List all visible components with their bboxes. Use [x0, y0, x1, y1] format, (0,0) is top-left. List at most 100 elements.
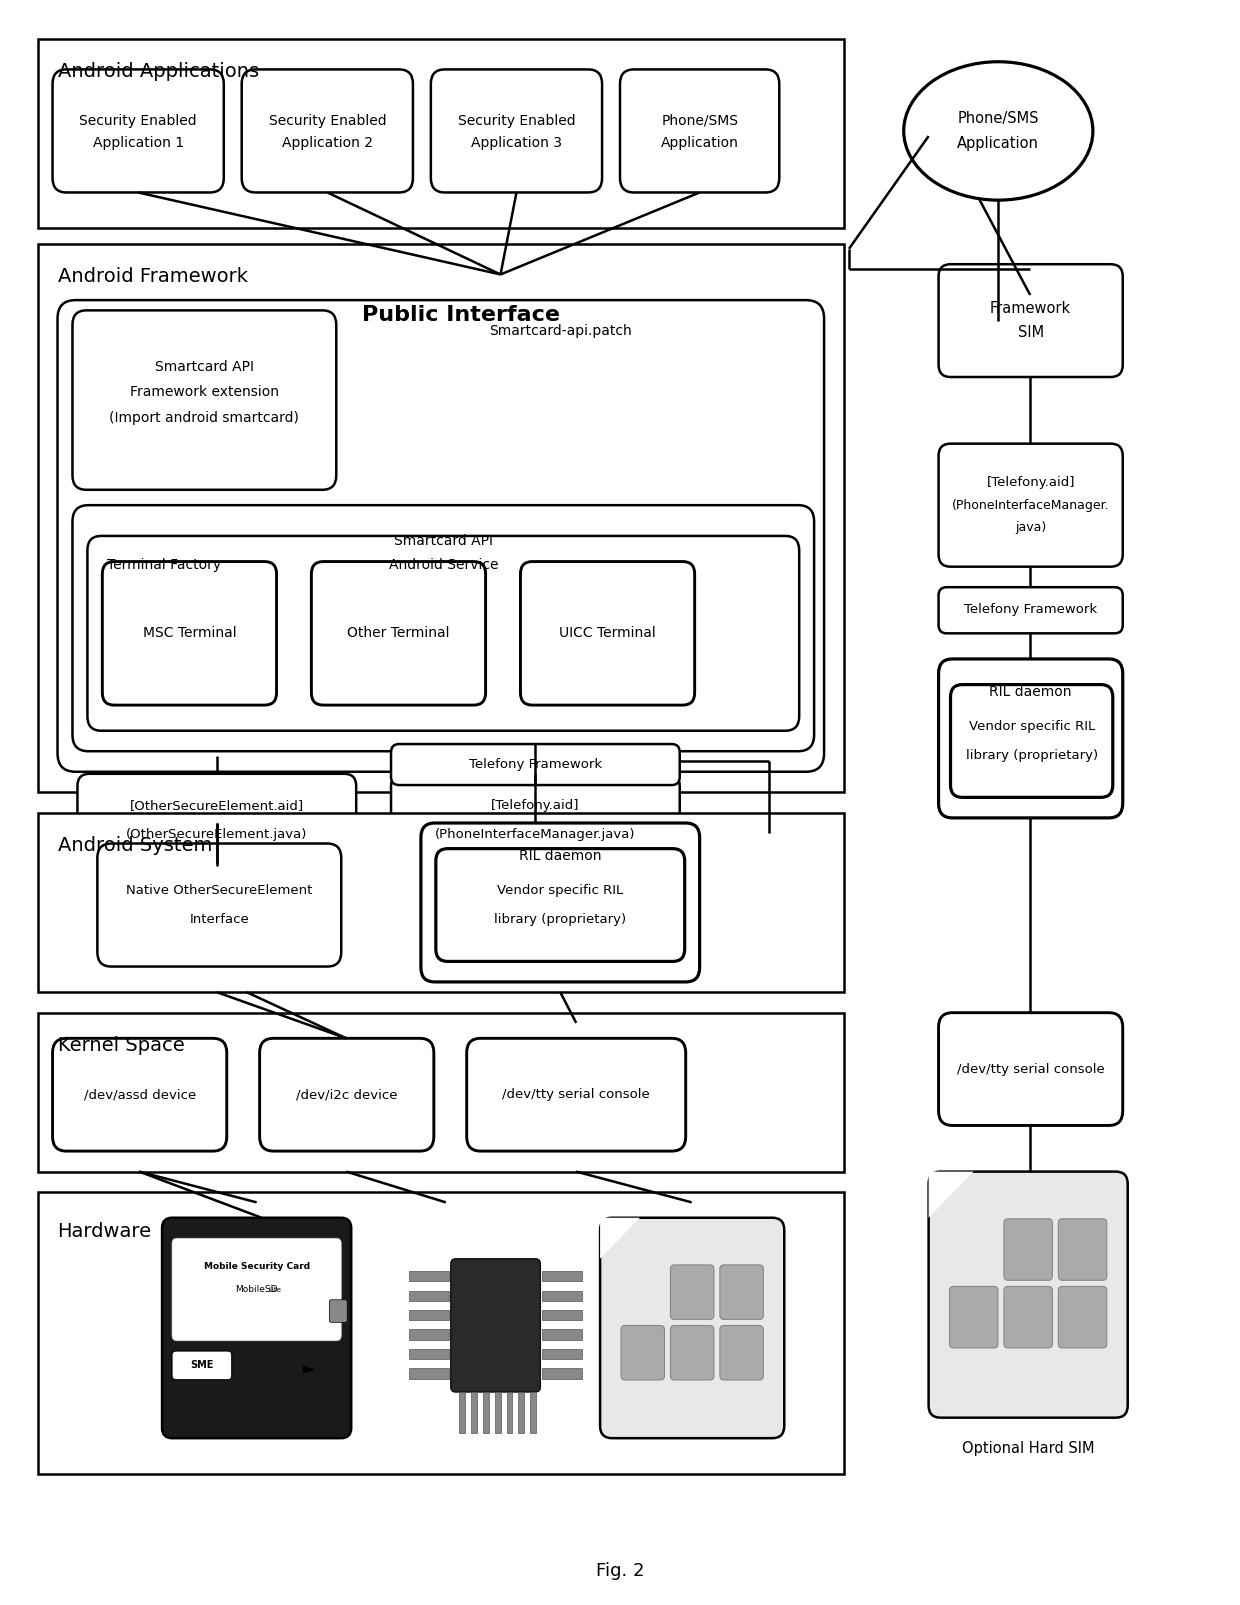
Text: Vendor specific RIL: Vendor specific RIL [497, 884, 624, 897]
Text: Terminal Factory: Terminal Factory [108, 557, 222, 571]
Text: library (proprietary): library (proprietary) [966, 750, 1097, 762]
Text: (PhoneInterfaceManager.: (PhoneInterfaceManager. [952, 499, 1110, 512]
Bar [409, 1348, 449, 1359]
FancyBboxPatch shape [330, 1300, 347, 1323]
Text: Android Framework: Android Framework [57, 266, 248, 286]
Text: Android Service: Android Service [388, 557, 498, 571]
Text: Application 1: Application 1 [93, 136, 184, 151]
Text: Telefony Framework: Telefony Framework [469, 758, 601, 770]
Text: Interface: Interface [190, 913, 249, 926]
FancyBboxPatch shape [521, 562, 694, 705]
Bar [495, 1392, 501, 1433]
FancyBboxPatch shape [671, 1265, 714, 1319]
FancyBboxPatch shape [52, 1038, 227, 1151]
Text: Smartcard API: Smartcard API [155, 360, 254, 374]
Bar [542, 1329, 582, 1340]
FancyBboxPatch shape [98, 844, 341, 966]
Text: Optional Hard SIM: Optional Hard SIM [962, 1441, 1095, 1456]
Bar [459, 1392, 465, 1433]
FancyBboxPatch shape [162, 1218, 351, 1438]
Text: Native OtherSecureElement: Native OtherSecureElement [126, 884, 312, 897]
Bar [37, 1013, 844, 1172]
Text: Telefony Framework: Telefony Framework [963, 603, 1097, 616]
FancyBboxPatch shape [951, 685, 1112, 798]
Text: UICC Terminal: UICC Terminal [559, 626, 656, 640]
FancyBboxPatch shape [720, 1326, 764, 1380]
FancyBboxPatch shape [1004, 1218, 1053, 1281]
FancyBboxPatch shape [391, 774, 680, 867]
FancyBboxPatch shape [57, 300, 825, 772]
Text: Hardware: Hardware [57, 1221, 151, 1241]
Text: Mobile Security Card: Mobile Security Card [203, 1263, 310, 1271]
FancyBboxPatch shape [939, 1013, 1122, 1125]
Text: Public Interface: Public Interface [362, 305, 559, 326]
Bar [37, 39, 844, 228]
FancyBboxPatch shape [939, 660, 1122, 819]
Text: Vendor specific RIL: Vendor specific RIL [968, 721, 1095, 733]
Text: (Import android smartcard): (Import android smartcard) [109, 411, 299, 425]
FancyBboxPatch shape [939, 443, 1122, 567]
FancyBboxPatch shape [103, 562, 277, 705]
FancyBboxPatch shape [939, 587, 1122, 634]
Text: library (proprietary): library (proprietary) [495, 913, 626, 926]
Bar [518, 1392, 525, 1433]
FancyBboxPatch shape [72, 310, 336, 490]
FancyBboxPatch shape [939, 265, 1122, 377]
Bar [531, 1392, 537, 1433]
Text: Smartcard API: Smartcard API [394, 534, 492, 547]
Bar [37, 244, 844, 793]
FancyBboxPatch shape [435, 849, 684, 961]
Text: Smartcard-api.patch: Smartcard-api.patch [489, 324, 631, 339]
Text: MSC Terminal: MSC Terminal [143, 626, 237, 640]
Text: Security Enabled: Security Enabled [458, 114, 575, 128]
Bar [542, 1290, 582, 1300]
Bar [409, 1310, 449, 1321]
Bar [471, 1392, 476, 1433]
Ellipse shape [904, 61, 1092, 201]
FancyBboxPatch shape [671, 1326, 714, 1380]
FancyBboxPatch shape [52, 69, 223, 193]
Text: /dev/i2c device: /dev/i2c device [296, 1088, 398, 1101]
Polygon shape [600, 1218, 640, 1258]
FancyBboxPatch shape [950, 1287, 998, 1348]
FancyBboxPatch shape [929, 1172, 1127, 1417]
FancyBboxPatch shape [77, 774, 356, 867]
Text: SIM: SIM [1018, 326, 1044, 340]
Text: Application 3: Application 3 [471, 136, 562, 151]
Text: Security Enabled: Security Enabled [269, 114, 386, 128]
Bar [482, 1392, 489, 1433]
FancyBboxPatch shape [172, 1237, 341, 1340]
Text: Android System: Android System [57, 836, 212, 855]
Text: Security Enabled: Security Enabled [79, 114, 197, 128]
Bar [409, 1329, 449, 1340]
FancyBboxPatch shape [720, 1265, 764, 1319]
FancyBboxPatch shape [172, 1351, 232, 1380]
FancyBboxPatch shape [87, 536, 800, 730]
Text: java): java) [1016, 522, 1047, 534]
Polygon shape [929, 1172, 973, 1218]
FancyBboxPatch shape [430, 69, 603, 193]
Bar [542, 1310, 582, 1321]
Text: Fig. 2: Fig. 2 [595, 1562, 645, 1581]
Text: RIL daemon: RIL daemon [520, 849, 601, 863]
Text: Kernel Space: Kernel Space [57, 1035, 185, 1054]
FancyBboxPatch shape [420, 823, 699, 982]
Text: Framework: Framework [990, 300, 1071, 316]
Text: (PhoneInterfaceManager.java): (PhoneInterfaceManager.java) [435, 828, 636, 841]
FancyBboxPatch shape [242, 69, 413, 193]
Text: (OtherSecureElement.java): (OtherSecureElement.java) [126, 828, 308, 841]
Text: Other Terminal: Other Terminal [347, 626, 450, 640]
FancyBboxPatch shape [620, 69, 779, 193]
Text: Phone/SMS: Phone/SMS [661, 114, 738, 128]
Text: [OtherSecureElement.aid]: [OtherSecureElement.aid] [130, 799, 304, 812]
Text: RIL daemon: RIL daemon [990, 685, 1071, 698]
Text: /dev/assd device: /dev/assd device [83, 1088, 196, 1101]
FancyBboxPatch shape [391, 745, 680, 785]
Bar [409, 1369, 449, 1379]
Text: [Telefony.aid]: [Telefony.aid] [986, 477, 1075, 490]
Text: /dev/tty serial console: /dev/tty serial console [957, 1063, 1105, 1075]
FancyBboxPatch shape [451, 1258, 541, 1392]
Text: Lite: Lite [268, 1287, 281, 1292]
Bar [37, 812, 844, 992]
Text: Application: Application [661, 136, 739, 151]
